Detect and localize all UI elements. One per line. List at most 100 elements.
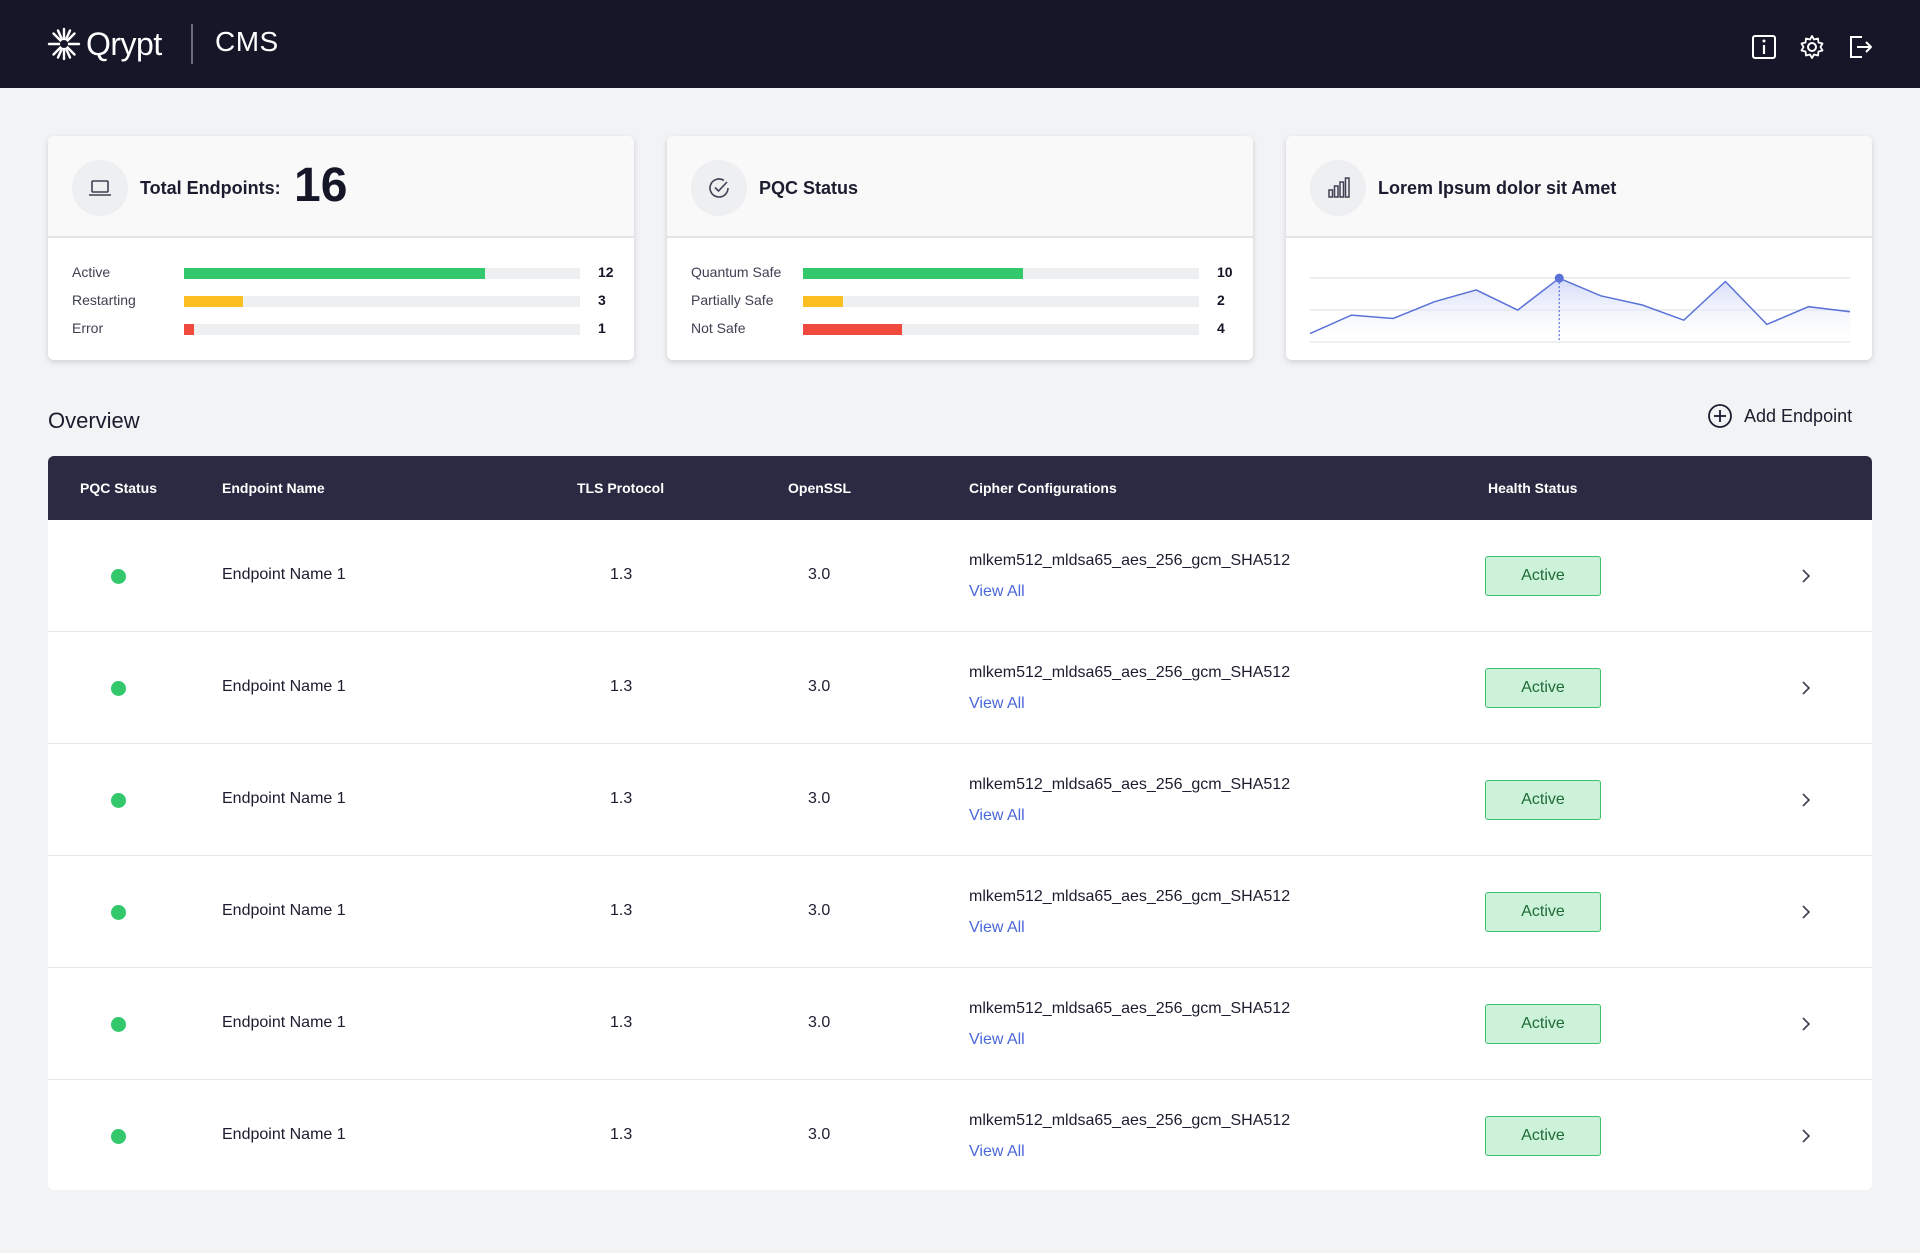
bar-value: 1 (598, 320, 606, 336)
pqc-status-dot (111, 1129, 126, 1144)
table-row[interactable]: Endpoint Name 1 1.3 3.0 mlkem512_mldsa65_ae… (48, 744, 1872, 856)
pqc-status-card: PQC Status Quantum Safe 10 Partially Safe 2… (667, 136, 1253, 360)
check-circle-icon (691, 160, 747, 216)
table-row[interactable]: Endpoint Name 1 1.3 3.0 mlkem512_mldsa65_ae… (48, 1080, 1872, 1190)
endpoint-name: Endpoint Name 1 (222, 566, 346, 583)
table-header: PQC Status Endpoint Name TLS Protocol Op… (48, 456, 1872, 520)
progress-track (184, 324, 580, 335)
cipher-configuration: mlkem512_mldsa65_aes_256_gcm_SHA512 (969, 1000, 1291, 1017)
card-header: Total Endpoints: 16 (48, 136, 634, 238)
bar-label: Quantum Safe (691, 264, 782, 280)
bar-value: 2 (1217, 292, 1225, 308)
cipher-configuration: mlkem512_mldsa65_aes_256_gcm_SHA512 (969, 1112, 1291, 1129)
openssl-version: 3.0 (808, 678, 831, 695)
add-endpoint-button[interactable]: Add Endpoint (1706, 402, 1852, 430)
cipher-configuration: mlkem512_mldsa65_aes_256_gcm_SHA512 (969, 888, 1291, 905)
tls-protocol: 1.3 (610, 1014, 633, 1031)
progress-fill (803, 296, 843, 307)
pqc-status-dot (111, 905, 126, 920)
health-status-badge: Active (1485, 780, 1601, 820)
health-status-badge: Active (1485, 892, 1601, 932)
bar-chart-icon (1310, 160, 1366, 216)
view-all-link[interactable]: View All (969, 583, 1025, 600)
table-row[interactable]: Endpoint Name 1 1.3 3.0 mlkem512_mldsa65_ae… (48, 632, 1872, 744)
view-all-link[interactable]: View All (969, 695, 1025, 712)
gear-icon[interactable] (1798, 33, 1826, 61)
progress-fill (184, 324, 194, 335)
brand-name: Qrypt (86, 25, 162, 62)
column-header-endpoint-name[interactable]: Endpoint Name (222, 480, 325, 496)
tls-protocol: 1.3 (610, 678, 633, 695)
progress-fill (803, 324, 902, 335)
chevron-right-icon[interactable] (1796, 790, 1816, 810)
column-header-openssl[interactable]: OpenSSL (788, 480, 852, 496)
endpoint-name: Endpoint Name 1 (222, 902, 346, 919)
total-endpoints-card: Total Endpoints: 16 Active 12 Restarting 3 E… (48, 136, 634, 360)
tls-protocol: 1.3 (610, 790, 633, 807)
trend-chart-card: Lorem Ipsum dolor sit Amet (1286, 136, 1872, 360)
card-header: Lorem Ipsum dolor sit Amet (1286, 136, 1872, 238)
bar-value: 12 (598, 264, 614, 280)
info-icon[interactable] (1750, 33, 1778, 61)
health-status-badge: Active (1485, 668, 1601, 708)
endpoint-name: Endpoint Name 1 (222, 678, 346, 695)
chevron-right-icon[interactable] (1796, 902, 1816, 922)
bar-label: Error (72, 320, 104, 336)
openssl-version: 3.0 (808, 1126, 831, 1143)
tls-protocol: 1.3 (610, 1126, 633, 1143)
section-title: Overview (48, 408, 140, 433)
openssl-version: 3.0 (808, 566, 831, 583)
health-status-badge: Active (1485, 1004, 1601, 1044)
bar-value: 10 (1217, 264, 1233, 280)
bar-label: Active (72, 264, 111, 280)
logout-icon[interactable] (1846, 33, 1874, 61)
view-all-link[interactable]: View All (969, 919, 1025, 936)
status-bar-row: Partially Safe 2 (691, 288, 1231, 316)
chart-area-fill (1310, 278, 1850, 342)
chart-series-line (1310, 277, 1850, 335)
card-title: PQC Status (759, 178, 859, 198)
card-title: Lorem Ipsum dolor sit Amet (1378, 178, 1617, 198)
chart-highlight-point (1554, 273, 1564, 283)
table-row[interactable]: Endpoint Name 1 1.3 3.0 mlkem512_mldsa65_ae… (48, 520, 1872, 632)
endpoint-name: Endpoint Name 1 (222, 1014, 346, 1031)
qrypt-star-icon (47, 27, 81, 61)
table-row[interactable]: Endpoint Name 1 1.3 3.0 mlkem512_mldsa65_ae… (48, 856, 1872, 968)
bar-value: 4 (1217, 320, 1225, 336)
column-header-health-status[interactable]: Health Status (1488, 480, 1578, 496)
card-header: PQC Status (667, 136, 1253, 238)
bar-label: Partially Safe (691, 292, 774, 308)
status-bar-row: Quantum Safe 10 (691, 260, 1233, 288)
trend-area-chart (1310, 273, 1850, 343)
view-all-link[interactable]: View All (969, 1143, 1025, 1160)
chevron-right-icon[interactable] (1796, 566, 1816, 586)
progress-track (184, 268, 580, 279)
progress-track (803, 268, 1199, 279)
view-all-link[interactable]: View All (969, 807, 1025, 824)
table-row[interactable]: Endpoint Name 1 1.3 3.0 mlkem512_mldsa65_ae… (48, 968, 1872, 1080)
pqc-status-dot (111, 681, 126, 696)
progress-track (803, 296, 1199, 307)
progress-track (184, 296, 580, 307)
chevron-right-icon[interactable] (1796, 678, 1816, 698)
column-header-pqc-status[interactable]: PQC Status (80, 480, 158, 496)
status-bar-row: Error 1 (72, 316, 612, 344)
progress-fill (803, 268, 1023, 279)
endpoints-table: PQC Status Endpoint Name TLS Protocol Op… (48, 456, 1872, 1190)
chevron-right-icon[interactable] (1796, 1014, 1816, 1034)
brand-logo[interactable]: Qrypt (46, 22, 162, 66)
progress-track (803, 324, 1199, 335)
chevron-right-icon[interactable] (1796, 1126, 1816, 1146)
progress-fill (184, 296, 244, 307)
app-name: CMS (215, 26, 279, 57)
column-header-cipher-configurations[interactable]: Cipher Configurations (969, 480, 1117, 496)
column-header-tls-protocol[interactable]: TLS Protocol (577, 480, 665, 496)
pqc-status-dot (111, 793, 126, 808)
endpoint-name: Endpoint Name 1 (222, 1126, 346, 1143)
bar-value: 3 (598, 292, 606, 308)
card-title: Total Endpoints: (140, 178, 281, 198)
view-all-link[interactable]: View All (969, 1031, 1025, 1048)
header-divider (191, 24, 193, 64)
pqc-status-dot (111, 1017, 126, 1032)
laptop-icon (72, 160, 128, 216)
